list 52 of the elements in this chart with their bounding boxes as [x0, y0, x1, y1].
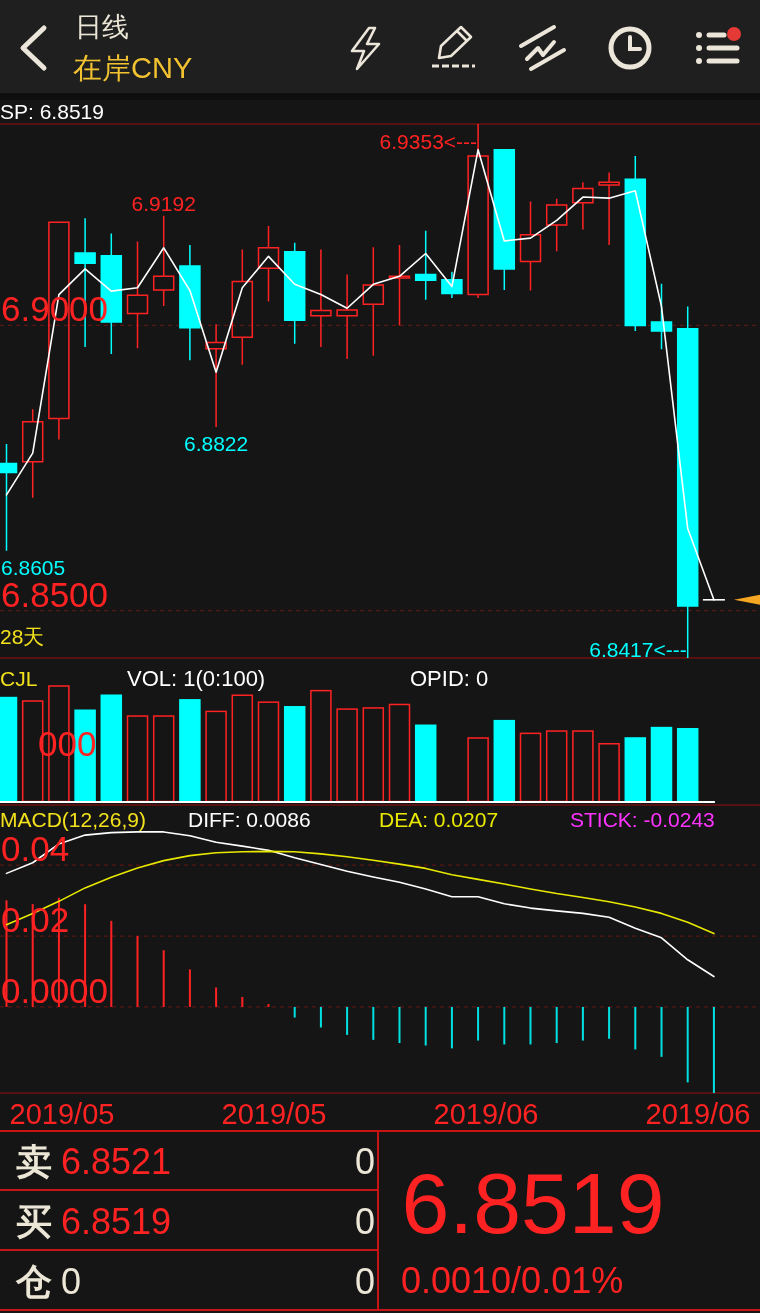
text: 0: [354, 1260, 375, 1302]
bar: [336, 708, 358, 803]
text: 0.0010/0.01%: [401, 1259, 624, 1301]
bar: [179, 699, 201, 803]
bar: [310, 689, 332, 803]
bar: [545, 730, 568, 803]
text: 卖: [16, 1140, 52, 1182]
bar: [257, 701, 280, 803]
bar: [650, 726, 673, 803]
bar: [205, 710, 227, 803]
bar: [362, 707, 385, 803]
text: 0: [354, 1200, 375, 1242]
text: 2019/05: [221, 1098, 327, 1130]
bar: [493, 719, 516, 803]
bar: [519, 732, 542, 803]
annotation: VOL: 1(0:100): [127, 665, 266, 691]
chart-title: MACD(12,26,9): [0, 807, 146, 831]
text: 0: [61, 1260, 82, 1302]
text: 2019/06: [645, 1098, 751, 1130]
text: 6.8519: [61, 1200, 172, 1242]
annotation: 28天: [0, 624, 45, 648]
text: 0: [354, 1140, 375, 1182]
bar: [414, 724, 437, 803]
bar: [231, 694, 254, 803]
text: 买: [16, 1200, 52, 1242]
text: 在岸CNY: [73, 52, 193, 84]
text: 仓: [15, 1260, 52, 1302]
annotation: OPID: 0: [410, 665, 489, 691]
text: SP: 6.8519: [0, 99, 104, 123]
text: 6.8521: [61, 1140, 172, 1182]
text: 2019/06: [433, 1098, 539, 1130]
bar: [598, 743, 620, 803]
chart-title: CJL: [0, 666, 38, 690]
series-label: DIFF: 0.0086: [188, 807, 311, 831]
bar: [283, 706, 306, 803]
bar: [152, 715, 175, 803]
bar: [100, 694, 123, 803]
bar: [467, 737, 489, 803]
annotation: 6.9353<---: [379, 129, 478, 153]
bar: [572, 730, 594, 803]
bar: [624, 737, 647, 803]
bar: [388, 703, 411, 803]
text: 日线: [75, 12, 129, 42]
bar: [126, 715, 149, 803]
annotation: 6.8822: [183, 432, 249, 456]
bar: [676, 727, 699, 803]
text: 6.8519: [401, 1155, 665, 1251]
annotation: 6.8417<---: [589, 637, 687, 661]
annotation: STICK: -0.0243: [570, 807, 715, 831]
series-label: DEA: 0.0207: [379, 807, 499, 831]
annotation: 6.9192: [131, 192, 196, 216]
text: 2019/05: [9, 1098, 115, 1130]
